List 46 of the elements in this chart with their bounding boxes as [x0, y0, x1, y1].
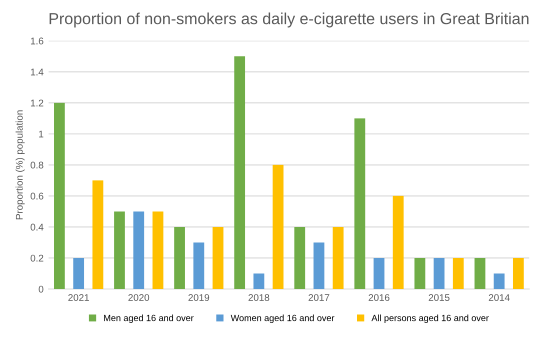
bar	[54, 102, 65, 289]
bar	[392, 196, 404, 289]
bar	[374, 258, 384, 289]
bar	[332, 226, 344, 289]
bar	[272, 164, 284, 289]
bar	[73, 258, 84, 289]
x-tick-label: 2021	[68, 294, 89, 301]
x-tick-label: 2015	[428, 294, 450, 301]
x-tick-label: 2020	[128, 294, 150, 301]
bar	[193, 242, 204, 289]
y-tick-label: 0.2	[30, 254, 44, 262]
y-tick-label: 0	[38, 286, 44, 293]
x-tick-label: 2014	[488, 294, 510, 301]
bar	[92, 180, 104, 289]
x-tick-label: 2018	[248, 294, 270, 301]
y-tick-label: 0.6	[30, 192, 44, 200]
y-tick-label: 1	[39, 130, 44, 138]
y-axis-title: Proportion (%) population	[16, 110, 25, 220]
y-tick-label: 1.4	[30, 68, 44, 76]
y-tick-label: 1.2	[30, 100, 44, 106]
bar	[494, 273, 505, 289]
bar	[114, 211, 125, 289]
bar	[434, 258, 444, 289]
chart-title: Proportion of non-smokers as daily e-cigarette users in Great Britian	[50, 12, 528, 28]
bar	[414, 258, 426, 289]
legend-label: Men aged 16 and over	[104, 314, 194, 323]
bar	[234, 56, 246, 289]
bar	[133, 211, 144, 289]
bar	[152, 211, 164, 289]
bar	[294, 226, 306, 289]
y-tick-label: 0.8	[30, 162, 44, 169]
bar	[212, 226, 224, 289]
bar	[452, 258, 464, 289]
bar	[354, 118, 366, 289]
legend-label: All persons aged 16 and over	[371, 314, 489, 323]
y-tick-label: 0.4	[30, 224, 44, 231]
bar	[474, 258, 486, 289]
x-tick-label: 2017	[308, 294, 330, 301]
bar	[253, 273, 264, 289]
legend-label: Women aged 16 and over	[230, 314, 334, 323]
bar	[314, 242, 324, 289]
bar	[512, 258, 524, 289]
y-tick-label: 1.6	[30, 38, 44, 44]
x-tick-label: 2019	[188, 294, 210, 301]
x-tick-label: 2016	[368, 294, 390, 301]
bar	[174, 226, 185, 289]
